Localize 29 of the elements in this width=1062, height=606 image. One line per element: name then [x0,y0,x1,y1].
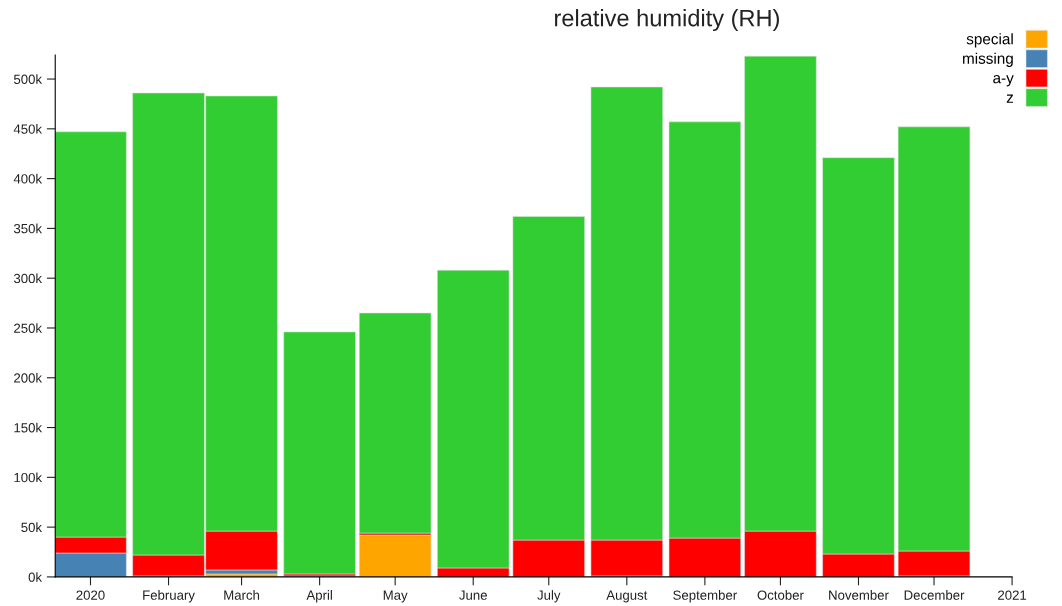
y-tick-label: 50k [21,522,43,533]
y-tick-label: 400k [13,173,43,184]
chart-title: relative humidity (RH) [555,9,779,32]
x-tick-label: March [224,590,260,600]
y-tick-label: 350k [13,223,43,234]
y-tick-label: 500k [13,74,43,84]
y-tick-label: 150k [14,422,43,433]
x-tick-label: May [383,590,408,603]
y-tick-label: 250k [14,323,43,333]
x-tick-label: April [306,590,332,603]
y-tick-label: 100k [14,472,43,483]
y-tick-label: 0k [28,572,43,582]
x-tick-label: 2021 [998,590,1027,600]
x-tick-label: September [673,590,737,603]
y-tick-label: 450k [13,124,43,134]
y-tick-label: 300k [13,273,43,284]
y-tick-label: 200k [14,372,43,383]
legend-label: special [966,33,1013,48]
x-tick-label: July [537,590,561,603]
legend-label: missing [963,52,1013,67]
x-tick-label: November [829,590,889,600]
x-tick-label: August [606,590,648,603]
legend-label: a-y [993,74,1014,87]
x-tick-label: February [143,590,195,603]
x-tick-label: 2020 [76,590,105,600]
legend-label: z [1006,94,1014,103]
x-tick-label: June [459,590,487,600]
x-tick-label: December [904,590,965,600]
x-tick-label: October [757,590,804,600]
